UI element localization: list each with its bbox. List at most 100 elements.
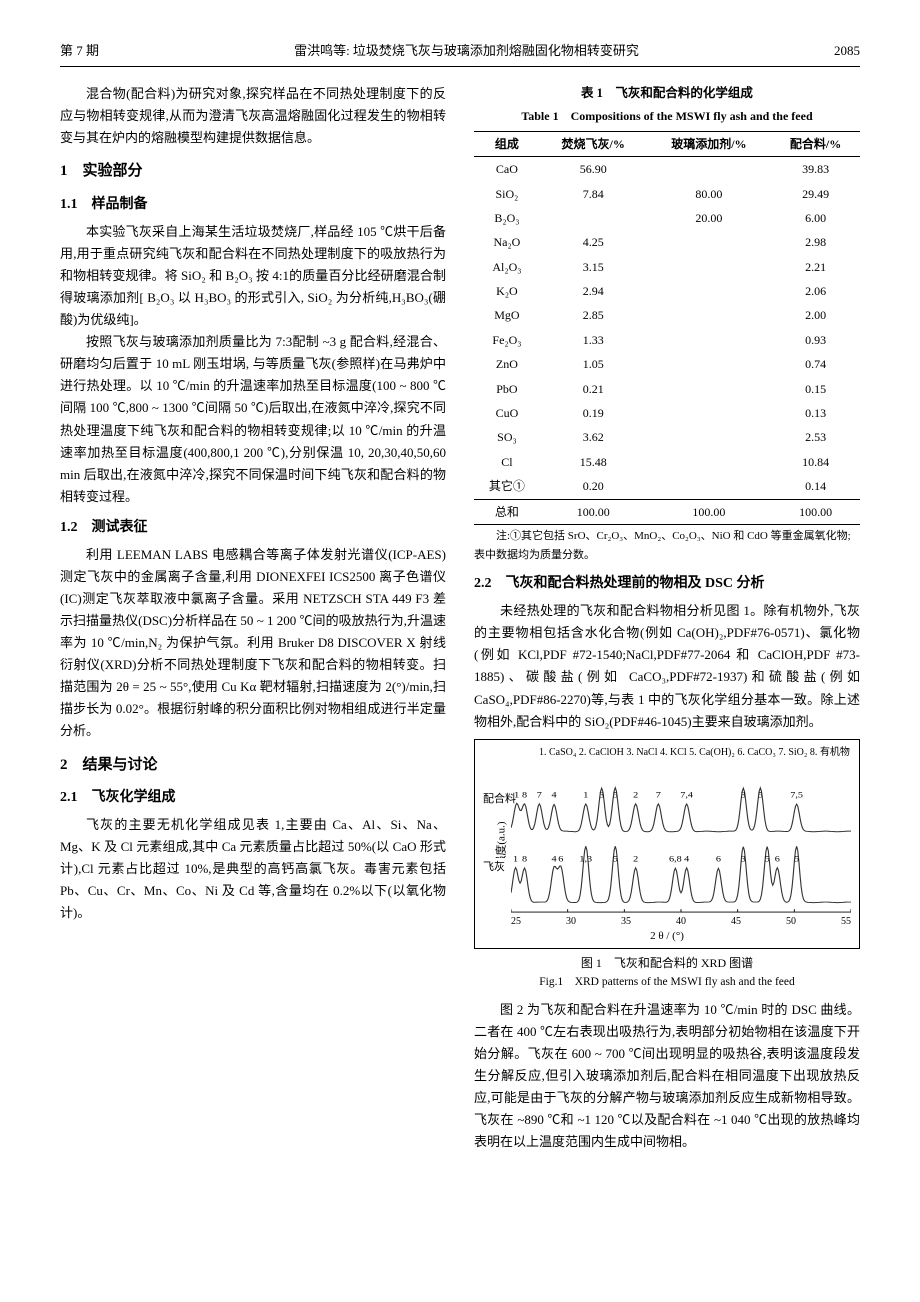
- svg-text:2: 2: [633, 855, 638, 864]
- p-2-1: 飞灰的主要无机化学组成见表 1,主要由 Ca、Al、Si、Na、Mg、K 及 C…: [60, 814, 446, 924]
- svg-text:6,8: 6,8: [669, 855, 682, 864]
- table-cell: 39.83: [771, 157, 860, 182]
- table-cell: 4.25: [540, 230, 647, 254]
- table-cell: 29.49: [771, 182, 860, 206]
- table-cell: 80.00: [647, 182, 772, 206]
- svg-text:1,3: 1,3: [579, 855, 592, 864]
- table-1-block: 表 1 飞灰和配合料的化学组成 Table 1 Compositions of …: [474, 83, 860, 564]
- table-cell: 7.84: [540, 182, 647, 206]
- table-cell: [540, 206, 647, 230]
- svg-text:4: 4: [552, 791, 557, 800]
- svg-text:2: 2: [633, 791, 638, 800]
- table-cell: [647, 279, 772, 303]
- table-cell: [647, 352, 772, 376]
- svg-text:7: 7: [537, 791, 542, 800]
- svg-text:3: 3: [741, 791, 746, 800]
- table-cell: 20.00: [647, 206, 772, 230]
- table-cell: 0.15: [771, 377, 860, 401]
- table-cell: 3.62: [540, 425, 647, 449]
- page-number: 2085: [834, 40, 860, 62]
- table-cell: Fe₂O₃: [474, 328, 540, 352]
- svg-text:6: 6: [558, 855, 563, 864]
- table-cell: 2.21: [771, 255, 860, 279]
- svg-text:5: 5: [765, 855, 770, 864]
- table-cell: 0.93: [771, 328, 860, 352]
- p-2-2b: 图 2 为飞灰和配合料在升温速率为 10 ℃/min 时的 DSC 曲线。二者在…: [474, 999, 860, 1154]
- table-row: ZnO1.05 0.74: [474, 352, 860, 376]
- table-cell: CuO: [474, 401, 540, 425]
- table-cell: SiO₂: [474, 182, 540, 206]
- intro-paragraph: 混合物(配合料)为研究对象,探究样品在不同热处理制度下的反应与物相转变规律,从而…: [60, 83, 446, 149]
- table-cell: 0.74: [771, 352, 860, 376]
- table-cell: [647, 425, 772, 449]
- p-1-2: 利用 LEEMAN LABS 电感耦合等离子体发射光谱仪(ICP-AES)测定飞…: [60, 544, 446, 743]
- table-header-row: 组成 焚烧飞灰/% 玻璃添加剂/% 配合料/%: [474, 131, 860, 156]
- table-1-note: 注:①其它包括 SrO、Cr₂O₃、MnO₂、Co₂O₃、NiO 和 CdO 等…: [474, 527, 860, 564]
- table-1-caption-en: Table 1 Compositions of the MSWI fly ash…: [474, 106, 860, 126]
- table-cell: [647, 303, 772, 327]
- svg-text:3: 3: [599, 791, 604, 800]
- table-cell: 3.15: [540, 255, 647, 279]
- table-row: MgO2.852.00: [474, 303, 860, 327]
- section-2-2-heading: 2.2 飞灰和配合料热处理前的物相及 DSC 分析: [474, 572, 860, 596]
- col-glass: 玻璃添加剂/%: [647, 131, 772, 156]
- table-cell: 0.14: [771, 474, 860, 499]
- p-2-2a: 未经热处理的飞灰和配合料物相分析见图 1。除有机物外,飞灰的主要物相包括含水化合…: [474, 600, 860, 733]
- svg-text:7,4: 7,4: [680, 791, 693, 800]
- xrd-plot-area: 1874135277,4357,518461,3526,8463565: [511, 778, 851, 914]
- svg-text:5: 5: [613, 791, 618, 800]
- figure-1-caption-cn: 图 1 飞灰和配合料的 XRD 图谱: [474, 953, 860, 973]
- table-row: CuO0.190.13: [474, 401, 860, 425]
- table-cell: 2.06: [771, 279, 860, 303]
- svg-text:4: 4: [552, 855, 557, 864]
- svg-text:7,5: 7,5: [790, 791, 803, 800]
- table-cell: 56.90: [540, 157, 647, 182]
- table-cell: PbO: [474, 377, 540, 401]
- table-cell: Cl: [474, 450, 540, 474]
- p-1-1b: 按照飞灰与玻璃添加剂质量比为 7:3配制 ~3 g 配合料,经混合、研磨均匀后置…: [60, 331, 446, 508]
- table-cell: 6.00: [771, 206, 860, 230]
- table-row: Na₂O4.252.98: [474, 230, 860, 254]
- table-cell: 10.84: [771, 450, 860, 474]
- table-cell: 0.19: [540, 401, 647, 425]
- table-row: SiO₂7.8480.0029.49: [474, 182, 860, 206]
- col-component: 组成: [474, 131, 540, 156]
- table-row: K₂O2.942.06: [474, 279, 860, 303]
- svg-text:5: 5: [613, 855, 618, 864]
- table-cell: [647, 401, 772, 425]
- figure-1-caption-en: Fig.1 XRD patterns of the MSWI fly ash a…: [474, 973, 860, 993]
- svg-text:6: 6: [716, 855, 721, 864]
- table-cell: 15.48: [540, 450, 647, 474]
- table-cell: [647, 377, 772, 401]
- table-cell: 100.00: [647, 499, 772, 524]
- table-cell: 总和: [474, 499, 540, 524]
- table-cell: Na₂O: [474, 230, 540, 254]
- table-cell: B₂O₃: [474, 206, 540, 230]
- table-row: CaO56.90 39.83: [474, 157, 860, 182]
- section-1-2-heading: 1.2 测试表征: [60, 516, 446, 540]
- figure-1-block: 1. CaSO₄ 2. CaClOH 3. NaCl 4. KCl 5. Ca(…: [474, 739, 860, 993]
- table-cell: [647, 474, 772, 499]
- svg-text:8: 8: [522, 855, 527, 864]
- table-cell: CaO: [474, 157, 540, 182]
- col-flyash: 焚烧飞灰/%: [540, 131, 647, 156]
- table-cell: Al₂O₃: [474, 255, 540, 279]
- p-1-1a: 本实验飞灰采自上海某生活垃圾焚烧厂,样品经 105 ℃烘干后备用,用于重点研究纯…: [60, 221, 446, 331]
- section-2-heading: 2 结果与讨论: [60, 753, 446, 779]
- table-row: Al₂O₃3.15 2.21: [474, 255, 860, 279]
- table-cell: ZnO: [474, 352, 540, 376]
- issue-label: 第 7 期: [60, 40, 99, 62]
- section-2-1-heading: 2.1 飞灰化学组成: [60, 786, 446, 810]
- table-row: SO₃3.622.53: [474, 425, 860, 449]
- svg-text:1: 1: [583, 791, 588, 800]
- table-cell: 其它①: [474, 474, 540, 499]
- table-cell: [647, 450, 772, 474]
- table-cell: 100.00: [771, 499, 860, 524]
- table-cell: 1.05: [540, 352, 647, 376]
- running-title: 雷洪鸣等: 垃圾焚烧飞灰与玻璃添加剂熔融固化物相转变研究: [294, 40, 639, 62]
- svg-text:1: 1: [514, 791, 519, 800]
- svg-text:4: 4: [684, 855, 689, 864]
- table-1-caption-cn: 表 1 飞灰和配合料的化学组成: [474, 83, 860, 104]
- page-header: 第 7 期 雷洪鸣等: 垃圾焚烧飞灰与玻璃添加剂熔融固化物相转变研究 2085: [60, 40, 860, 67]
- table-row: B₂O₃ 20.006.00: [474, 206, 860, 230]
